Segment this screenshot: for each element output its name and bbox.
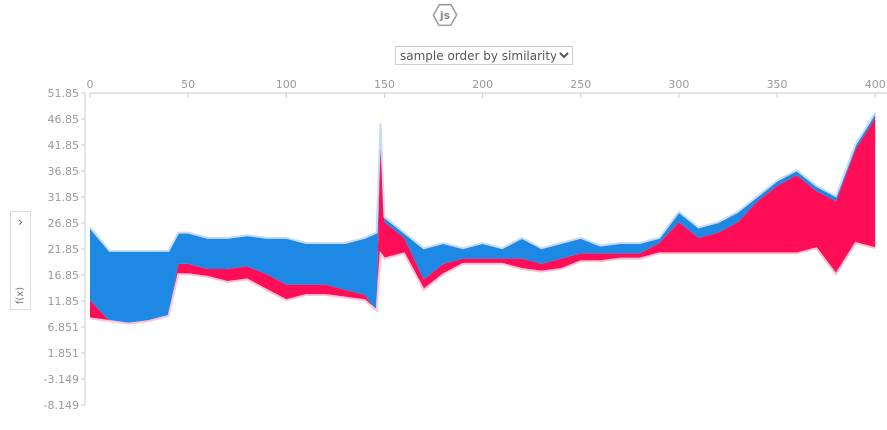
y-tick-label: 16.85	[48, 269, 80, 282]
y-tick-label: 6.851	[48, 321, 80, 334]
y-tick-label: -3.149	[44, 373, 79, 386]
x-tick-label: 250	[570, 78, 591, 91]
x-tick-label: 100	[276, 78, 297, 91]
x-tick-label: 0	[87, 78, 94, 91]
x-tick-label: 300	[668, 78, 689, 91]
y-select-label: f(x)	[15, 286, 26, 305]
x-tick-label: 200	[472, 78, 493, 91]
upper-edge	[89, 112, 877, 252]
y-tick-label: 31.85	[48, 191, 80, 204]
y-tick-label: 46.85	[48, 113, 80, 126]
y-tick-label: 1.851	[48, 347, 80, 360]
logo: js	[432, 3, 458, 27]
y-select[interactable]: › f(x)	[10, 211, 31, 310]
y-tick-label: 41.85	[48, 139, 80, 152]
x-tick-label: 350	[767, 78, 788, 91]
order-select[interactable]: sample order by similarity	[395, 46, 573, 65]
lower-edge	[89, 241, 876, 325]
y-tick-label: 36.85	[48, 165, 80, 178]
expand-arrow[interactable]: ›	[18, 215, 23, 229]
negative-area	[90, 113, 876, 324]
y-tick-label: 21.85	[48, 243, 80, 256]
x-tick-label: 50	[181, 78, 195, 91]
y-tick-label: 11.85	[48, 295, 80, 308]
x-tick-label: 150	[374, 78, 395, 91]
x-tick-label: 400	[865, 78, 886, 91]
y-tick-label: 51.85	[48, 87, 80, 100]
logo-text: js	[439, 9, 451, 22]
positive-area	[90, 118, 876, 324]
y-tick-label: 26.85	[48, 217, 80, 230]
y-tick-label: -8.149	[44, 399, 79, 412]
